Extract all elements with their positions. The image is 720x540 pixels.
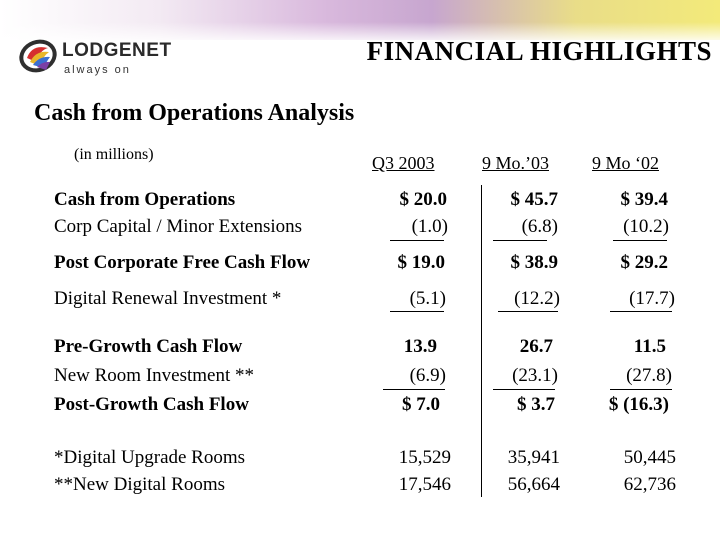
cell-corp-capital-9mo02: (10.2): [623, 216, 669, 237]
cell-new-room-9mo03: (23.1): [512, 365, 558, 386]
row-label-corp-capital: Corp Capital / Minor Extensions: [54, 216, 303, 237]
cell-pre-growth-9mo03: 26.7: [519, 336, 553, 357]
lodgenet-logo-icon: [19, 39, 57, 73]
row-label-digital-renewal: Digital Renewal Investment *: [54, 288, 282, 309]
cell-post-growth-9mo02: $ (16.3): [608, 394, 669, 415]
cell-digital-renewal-q3: (5.1): [409, 288, 446, 309]
cell-corp-capital-q3: (1.0): [411, 216, 448, 237]
cell-new-digital-rooms-q3: 17,546: [398, 474, 451, 495]
row-label-cash-from-operations: Cash from Operations: [54, 189, 236, 210]
cell-new-digital-rooms-9mo03: 56,664: [507, 474, 560, 495]
cell-upgrade-rooms-9mo03: 35,941: [507, 447, 560, 468]
column-header-9mo-02: 9 Mo ‘02: [592, 153, 659, 173]
row-label-pre-growth-cash-flow: Pre-Growth Cash Flow: [54, 336, 243, 357]
units-note: (in millions): [74, 146, 154, 163]
cell-cash-ops-9mo02: $ 39.4: [620, 189, 669, 210]
cell-cash-ops-q3: $ 20.0: [399, 189, 448, 210]
cell-new-digital-rooms-9mo02: 62,736: [623, 474, 676, 495]
subtotal-underline: [390, 240, 444, 241]
column-divider: [481, 185, 482, 497]
subtotal-underline: [493, 389, 555, 390]
cell-post-growth-q3: $ 7.0: [402, 394, 440, 415]
cell-pre-growth-9mo02: 11.5: [633, 336, 666, 357]
header-band-fade: [0, 22, 720, 44]
cell-digital-renewal-9mo02: (17.7): [629, 288, 675, 309]
page-title: FINANCIAL HIGHLIGHTS: [366, 36, 712, 66]
subtotal-underline: [610, 389, 672, 390]
lodgenet-logo: LODGENET always on: [18, 36, 178, 82]
cell-new-room-q3: (6.9): [409, 365, 446, 386]
subtotal-underline: [610, 311, 672, 312]
column-header-9mo-03: 9 Mo.’03: [482, 153, 549, 173]
row-label-digital-upgrade-rooms: *Digital Upgrade Rooms: [54, 447, 246, 468]
subtotal-underline: [383, 389, 445, 390]
subtotal-underline: [613, 240, 667, 241]
cell-digital-renewal-9mo03: (12.2): [514, 288, 560, 309]
subtotal-underline: [493, 240, 547, 241]
cell-post-growth-9mo03: $ 3.7: [517, 394, 555, 415]
column-header-q3-2003: Q3 2003: [372, 153, 435, 173]
subtotal-underline: [498, 311, 558, 312]
row-label-new-room-investment: New Room Investment **: [54, 365, 255, 386]
cell-upgrade-rooms-9mo02: 50,445: [623, 447, 676, 468]
row-label-post-growth-cash-flow: Post-Growth Cash Flow: [54, 394, 249, 415]
cell-upgrade-rooms-q3: 15,529: [398, 447, 451, 468]
logo-tagline: always on: [64, 64, 131, 76]
cell-post-corp-q3: $ 19.0: [397, 252, 446, 273]
cell-pre-growth-q3: 13.9: [403, 336, 437, 357]
cell-cash-ops-9mo03: $ 45.7: [510, 189, 559, 210]
cell-corp-capital-9mo03: (6.8): [521, 216, 558, 237]
section-subtitle: Cash from Operations Analysis: [34, 100, 355, 126]
cell-post-corp-9mo02: $ 29.2: [620, 252, 669, 273]
row-label-post-corporate-fcf: Post Corporate Free Cash Flow: [54, 252, 311, 273]
cell-new-room-9mo02: (27.8): [626, 365, 672, 386]
cell-post-corp-9mo03: $ 38.9: [510, 252, 559, 273]
row-label-new-digital-rooms: **New Digital Rooms: [54, 474, 225, 495]
logo-wordmark: LODGENET: [62, 40, 172, 61]
subtotal-underline: [390, 311, 444, 312]
